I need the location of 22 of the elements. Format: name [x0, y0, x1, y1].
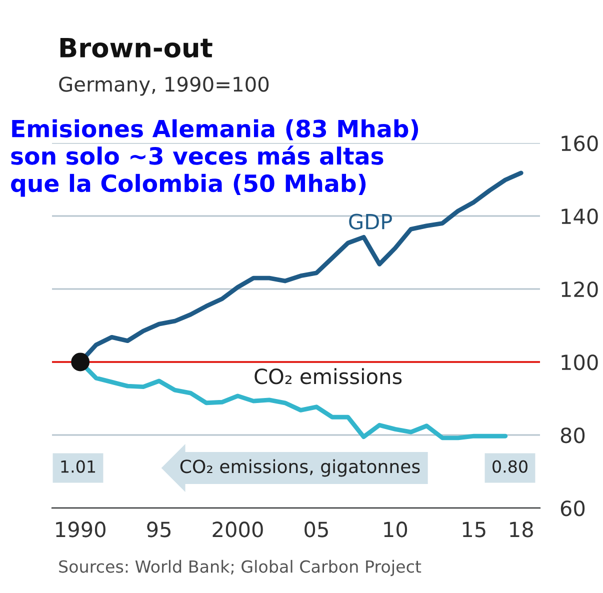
y-tick-label: 120	[562, 281, 598, 298]
series-label: CO₂ emissions	[254, 368, 402, 384]
x-tick-label: 18	[510, 522, 533, 538]
x-tick-label: 1990	[56, 522, 106, 538]
x-tick-label: 05	[304, 522, 328, 538]
chart-subtitle: Germany, 1990=100	[59, 76, 269, 96]
x-tick-label: 2000	[212, 522, 263, 538]
series-label: GDP	[349, 214, 392, 230]
source-note: Sources: World Bank; Global Carbon Project	[59, 560, 422, 576]
annotation: CO₂ emissions, gigatonnes	[180, 459, 420, 477]
y-tick-label: 100	[562, 354, 598, 370]
annotation: Emisiones Alemania (83 Mhab) son solo ~3 veces más altas que la Colombia (50 Mhab)	[11, 119, 418, 197]
x-tick-label: 15	[462, 522, 486, 538]
y-tick-label: 140	[562, 208, 598, 224]
y-tick-label: 60	[560, 500, 585, 516]
annotation: 0.80	[492, 460, 528, 473]
y-tick-label: 160	[562, 135, 598, 152]
x-tick-label: 10	[384, 522, 408, 538]
x-tick-label: 95	[147, 522, 170, 538]
y-tick-label: 80	[560, 427, 585, 444]
chart-title: Brown-out	[60, 38, 212, 58]
annotation: 1.01	[61, 460, 96, 473]
